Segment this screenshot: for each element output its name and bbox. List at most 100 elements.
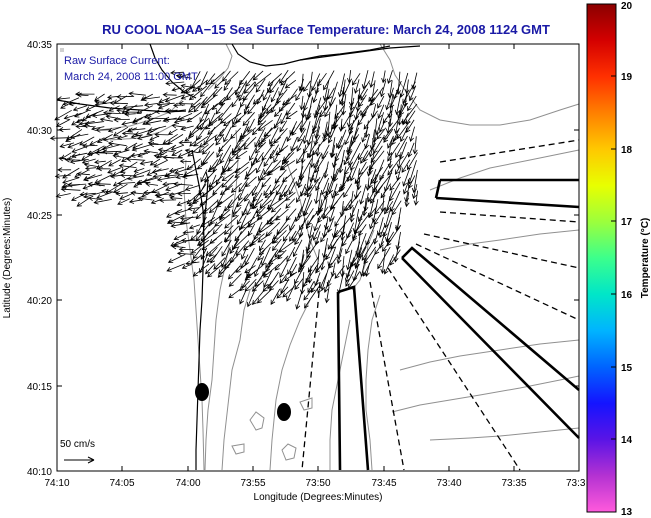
current-vector bbox=[279, 160, 296, 171]
current-vector bbox=[188, 224, 201, 230]
current-vector bbox=[251, 198, 264, 210]
current-vector bbox=[383, 206, 392, 229]
current-vector bbox=[133, 181, 144, 188]
current-vector bbox=[89, 137, 105, 146]
colorbar-tick-label: 16 bbox=[621, 290, 633, 301]
current-vector bbox=[262, 86, 271, 101]
current-vector bbox=[96, 166, 111, 172]
current-vector bbox=[188, 200, 199, 207]
current-vector bbox=[246, 287, 257, 308]
current-vector bbox=[315, 255, 328, 274]
coastline-sandy-hook-spit bbox=[202, 171, 209, 236]
transect-line bbox=[301, 281, 321, 471]
current-vector bbox=[256, 158, 265, 174]
current-vector bbox=[220, 165, 234, 175]
current-vector bbox=[221, 239, 232, 257]
current-vector bbox=[236, 208, 247, 225]
current-vector bbox=[180, 93, 194, 100]
current-vector bbox=[413, 190, 419, 206]
current-vector bbox=[279, 136, 288, 154]
current-vector bbox=[300, 102, 307, 119]
current-vector bbox=[231, 95, 241, 108]
current-vector bbox=[409, 126, 415, 142]
current-vector bbox=[325, 238, 338, 261]
current-vector bbox=[197, 144, 209, 154]
current-vector bbox=[174, 208, 191, 216]
contour-shelf-a bbox=[269, 299, 311, 471]
current-vector bbox=[170, 222, 191, 229]
current-vector bbox=[261, 246, 271, 267]
current-vector bbox=[273, 103, 288, 117]
current-vector bbox=[239, 289, 247, 305]
current-vector bbox=[143, 102, 159, 108]
current-vector bbox=[132, 143, 143, 149]
current-vector bbox=[190, 71, 201, 90]
current-vector bbox=[55, 193, 71, 199]
current-vector bbox=[339, 173, 351, 193]
current-vector bbox=[178, 101, 194, 107]
current-vector bbox=[101, 188, 119, 194]
current-vector bbox=[399, 102, 407, 116]
current-vector bbox=[290, 136, 298, 152]
current-vector bbox=[294, 232, 304, 246]
current-vector bbox=[309, 160, 320, 183]
current-vector bbox=[180, 83, 200, 90]
current-vector bbox=[175, 73, 192, 79]
current-vector bbox=[279, 273, 288, 284]
current-vector bbox=[389, 177, 400, 191]
current-vector bbox=[184, 134, 195, 142]
current-vector bbox=[283, 271, 298, 282]
current-vector bbox=[264, 184, 280, 199]
current-vector bbox=[305, 262, 319, 284]
current-vector bbox=[304, 286, 320, 309]
current-vector bbox=[83, 174, 103, 182]
current-vector bbox=[141, 96, 161, 102]
current-vector bbox=[109, 100, 129, 106]
current-vector bbox=[223, 126, 232, 143]
current-vector bbox=[221, 167, 241, 182]
current-vector bbox=[312, 87, 319, 104]
current-vector bbox=[307, 134, 314, 159]
current-vector bbox=[303, 287, 314, 301]
current-vector bbox=[400, 126, 409, 143]
current-vector bbox=[149, 158, 161, 166]
current-vector bbox=[245, 73, 257, 87]
current-vector bbox=[156, 176, 177, 182]
current-vector bbox=[229, 239, 240, 255]
current-vector bbox=[165, 80, 185, 86]
current-vector bbox=[126, 156, 146, 162]
current-vector bbox=[377, 95, 385, 109]
current-vector bbox=[228, 149, 241, 162]
current-vector bbox=[190, 239, 209, 254]
current-vector bbox=[235, 150, 248, 160]
current-vector bbox=[112, 126, 129, 137]
current-vector bbox=[395, 135, 408, 159]
current-vector bbox=[393, 109, 401, 135]
current-vector bbox=[231, 142, 247, 156]
current-vector bbox=[143, 148, 159, 155]
current-vector bbox=[402, 167, 411, 187]
current-vector bbox=[309, 151, 315, 169]
current-vector bbox=[179, 158, 192, 164]
current-vector bbox=[205, 73, 216, 86]
current-vector bbox=[200, 94, 217, 109]
current-vector bbox=[297, 175, 304, 189]
y-tick-label: 40:15 bbox=[27, 382, 52, 393]
current-vector bbox=[200, 109, 210, 131]
current-vector bbox=[214, 128, 225, 142]
current-vector bbox=[255, 78, 266, 93]
current-vector bbox=[145, 120, 162, 126]
x-tick-label: 73:45 bbox=[371, 478, 396, 489]
current-vector bbox=[203, 126, 216, 146]
current-vector bbox=[353, 79, 360, 94]
current-vector bbox=[359, 184, 367, 205]
contour-mud-hole-2 bbox=[281, 443, 297, 461]
current-vector bbox=[302, 121, 311, 145]
mooring-marker bbox=[195, 383, 209, 401]
coastline-nj-shore bbox=[191, 149, 205, 470]
current-vector bbox=[273, 151, 280, 164]
current-vector bbox=[328, 256, 338, 269]
current-vector bbox=[377, 246, 391, 270]
current-vector bbox=[113, 117, 130, 123]
contour-shelf-c bbox=[365, 294, 381, 471]
